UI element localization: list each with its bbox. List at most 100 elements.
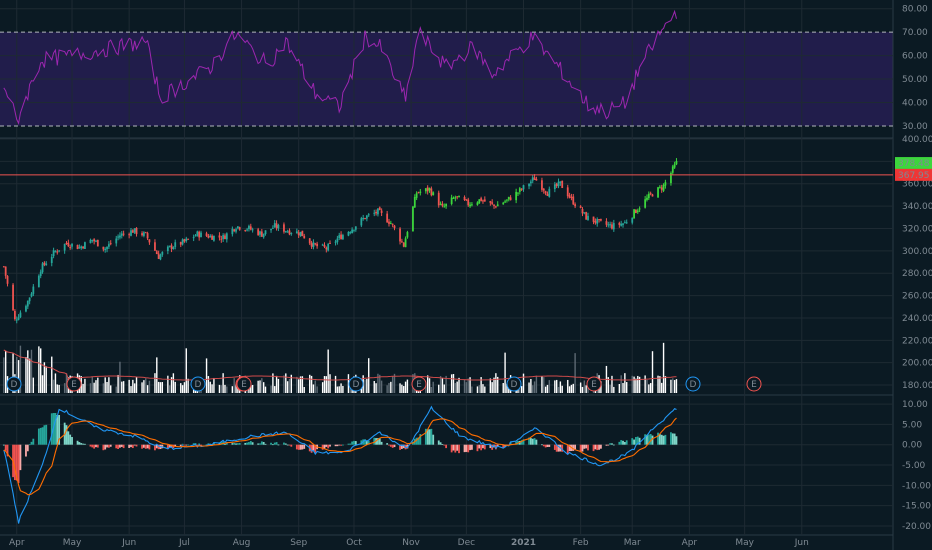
volume-bar — [211, 384, 213, 393]
volume-bar — [231, 386, 234, 393]
candle-body — [476, 202, 479, 205]
macd-hist-bar — [596, 444, 599, 451]
macd-tick-label: 10.00 — [902, 400, 928, 410]
event-marker-earnings[interactable]: E — [236, 376, 252, 392]
volume-bar — [366, 378, 368, 393]
month-label: Aug — [233, 538, 251, 548]
macd-hist-bar — [635, 437, 637, 445]
price-tick-label: 300.00 — [902, 247, 932, 257]
volume-bar — [122, 381, 125, 393]
event-marker-dividend[interactable]: D — [190, 376, 206, 392]
volume-bar — [484, 386, 486, 393]
candle-body — [159, 254, 162, 260]
macd-hist-bar — [476, 444, 479, 452]
candle-body — [529, 181, 532, 184]
volume-bar — [334, 375, 337, 393]
macd-hist-bar — [469, 444, 471, 451]
event-marker-dividend[interactable]: D — [6, 376, 22, 392]
candle-body — [41, 263, 44, 273]
macd-hist-bar — [288, 444, 291, 446]
event-marker-dividend[interactable]: D — [685, 376, 701, 392]
macd-hist-bar — [303, 444, 306, 449]
macd-hist-bar — [450, 444, 453, 453]
macd-hist-bar — [102, 444, 105, 451]
volume-bar — [430, 386, 433, 393]
candle-body — [168, 245, 171, 247]
candle-body — [548, 188, 551, 197]
macd-hist-bar — [465, 444, 468, 452]
candle-body — [104, 249, 107, 251]
volume-bar — [476, 386, 479, 393]
volume-bar — [585, 385, 587, 393]
volume-bar — [454, 383, 457, 393]
event-marker-label: E — [751, 380, 757, 390]
candle-body — [402, 242, 405, 247]
macd-hist-bar — [295, 444, 298, 450]
volume-bar — [535, 375, 538, 393]
event-marker-earnings[interactable]: E — [746, 376, 762, 392]
candle-body — [17, 317, 20, 320]
macd-hist-bar — [84, 443, 86, 445]
candle-body — [504, 201, 506, 203]
candle-body — [662, 184, 665, 191]
volume-bar — [38, 346, 40, 393]
event-marker-earnings[interactable]: E — [66, 376, 82, 392]
macd-hist-bar — [373, 437, 376, 445]
candle-body — [244, 230, 247, 232]
event-marker-earnings[interactable]: E — [586, 376, 602, 392]
macd-hist-bar — [428, 429, 431, 445]
macd-hist-bar — [482, 444, 484, 449]
macd-hist-bar — [592, 444, 595, 452]
volume-bar — [262, 382, 265, 393]
candle-body — [506, 199, 508, 201]
macd-hist-bar — [19, 444, 22, 471]
candle-body — [115, 238, 118, 244]
candle-body — [233, 229, 236, 232]
candle-body — [365, 215, 368, 219]
volume-bar — [143, 380, 145, 393]
candle-body — [273, 223, 276, 228]
volume-bar — [4, 350, 7, 393]
volume-bar — [403, 386, 405, 393]
volume-bar — [41, 375, 44, 393]
event-marker-dividend[interactable]: D — [506, 376, 522, 392]
candle-body — [496, 204, 499, 207]
macd-hist-bar — [432, 434, 435, 445]
event-marker-earnings[interactable]: E — [411, 376, 427, 392]
event-marker-dividend[interactable]: D — [348, 376, 364, 392]
volume-bar — [12, 353, 14, 393]
volume-bar — [450, 374, 453, 393]
candle-body — [598, 219, 600, 221]
macd-hist-bar — [594, 444, 597, 450]
candle-body — [625, 222, 628, 224]
month-label: Sep — [290, 538, 307, 548]
candle-body — [494, 206, 497, 208]
candle-body — [553, 184, 556, 190]
candle-body — [566, 187, 569, 197]
candle-body — [128, 234, 131, 236]
candle-body — [141, 233, 143, 236]
candle-body — [631, 217, 634, 223]
candle-body — [275, 223, 278, 229]
last-price-badge — [895, 157, 932, 170]
candle-body — [135, 227, 138, 235]
candle-body — [224, 235, 226, 240]
volume-bar — [51, 356, 53, 393]
candle-body — [660, 187, 663, 190]
volume-bar — [555, 379, 558, 393]
macd-hist-bar — [529, 438, 532, 445]
macd-hist-bar — [133, 444, 136, 446]
volume-bar — [404, 381, 407, 393]
resistance-badge — [895, 168, 932, 181]
volume-bar — [445, 375, 447, 393]
candle-body — [89, 239, 92, 244]
macd-hist-bar — [109, 444, 112, 447]
macd-hist-bar — [458, 444, 460, 454]
macd-hist-bar — [583, 444, 586, 449]
volume-bar — [52, 379, 55, 393]
macd-hist-bar — [631, 438, 634, 445]
candle-body — [347, 231, 350, 236]
candle-body — [587, 215, 589, 221]
